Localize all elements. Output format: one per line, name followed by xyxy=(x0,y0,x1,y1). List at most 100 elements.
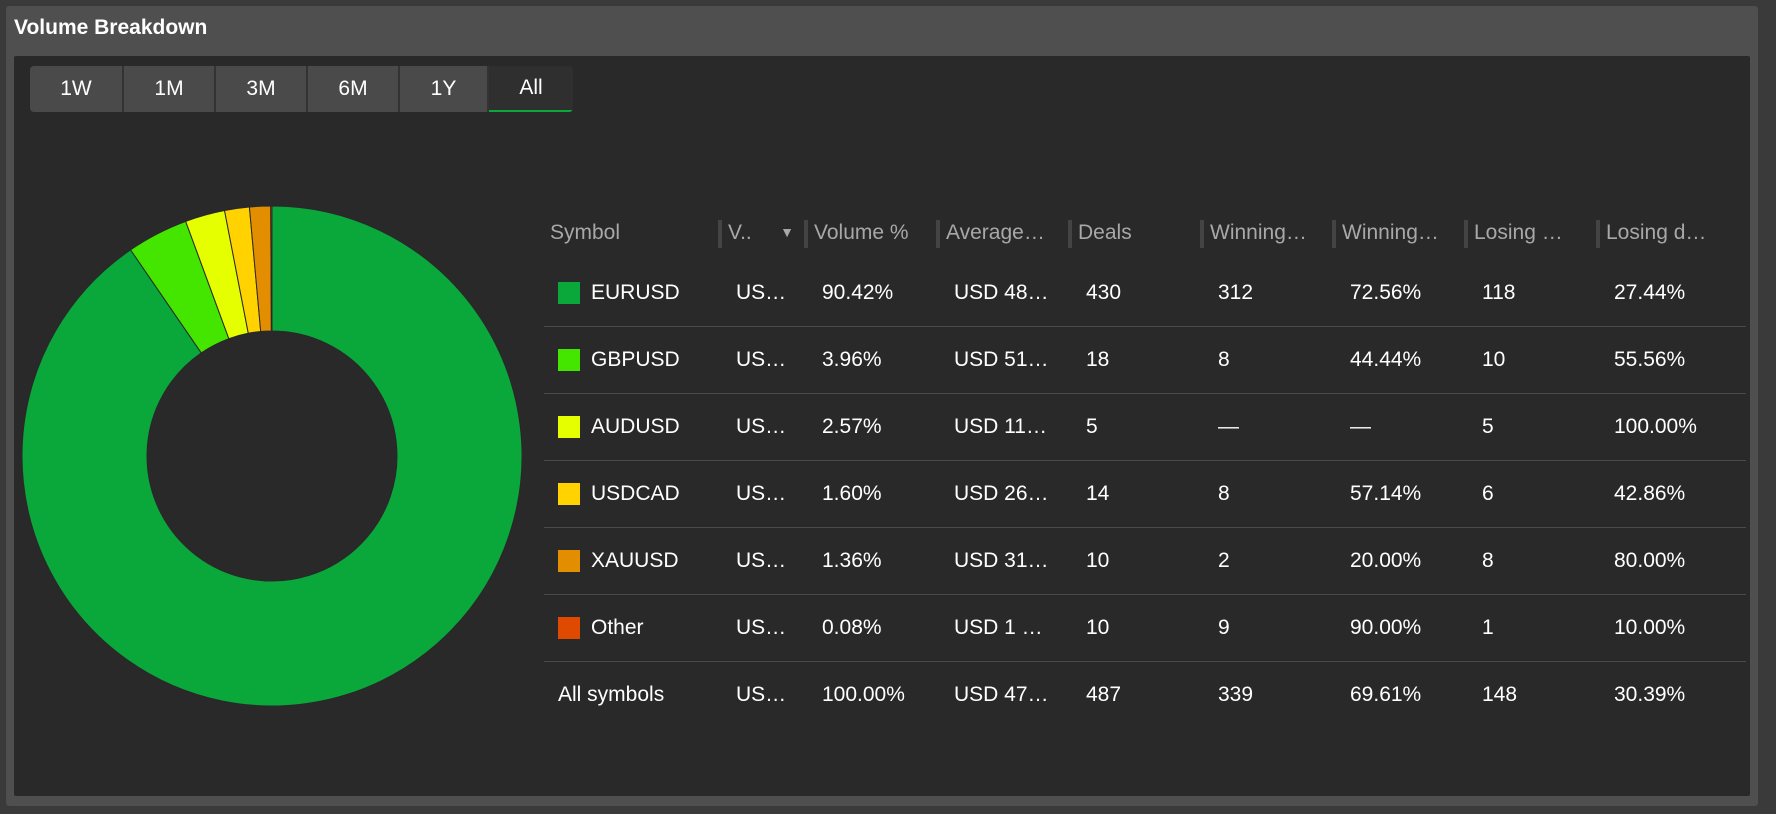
symbol-color-swatch xyxy=(558,416,580,438)
cell-losing: 10 xyxy=(1468,326,1600,394)
header-volume[interactable]: V.. ▼ xyxy=(718,206,808,260)
table-row[interactable]: GBPUSD US… 3.96% USD 51… 18 8 44.44% 10 55.56% xyxy=(544,326,1746,394)
header-symbol[interactable]: Symbol xyxy=(550,221,621,244)
tab-1y[interactable]: 1Y xyxy=(400,66,489,112)
cell-symbol: All symbols xyxy=(558,683,665,706)
cell-deals: 10 xyxy=(1072,527,1204,595)
cell-losing-pct: 42.86% xyxy=(1600,460,1746,528)
tab-3m[interactable]: 3M xyxy=(216,66,308,112)
cell-volume: US… xyxy=(736,683,787,706)
cell-winning: 8 xyxy=(1204,460,1336,528)
cell-average: USD 31… xyxy=(940,527,1072,595)
cell-volume-pct: 1.36% xyxy=(808,527,940,595)
cell-volume: US… xyxy=(722,594,808,662)
column-separator[interactable] xyxy=(1332,220,1336,248)
table-row[interactable]: USDCAD US… 1.60% USD 26… 14 8 57.14% 6 42.86% xyxy=(544,460,1746,528)
cell-deals: 5 xyxy=(1072,393,1204,461)
table-row[interactable]: Other US… 0.08% USD 1 … 10 9 90.00% 1 10.00% xyxy=(544,594,1746,662)
cell-average: USD 11… xyxy=(940,393,1072,461)
cell-losing-pct: 80.00% xyxy=(1600,527,1746,595)
cell-losing: 8 xyxy=(1468,527,1600,595)
cell-deals: 430 xyxy=(1072,260,1204,327)
header-losing-pct[interactable]: Losing d… xyxy=(1596,206,1746,260)
cell-symbol: XAUUSD xyxy=(544,527,722,595)
table-row[interactable]: AUDUSD US… 2.57% USD 11… 5— —5 100.00% xyxy=(544,393,1746,461)
cell-average: USD 48… xyxy=(940,260,1072,327)
tab-1w[interactable]: 1W xyxy=(30,66,124,112)
cell-average: USD 1 … xyxy=(940,594,1072,662)
cell-winning-pct: 90.00% xyxy=(1336,594,1468,662)
cell-winning: 2 xyxy=(1204,527,1336,595)
table-total-row[interactable]: All symbols US… 100.00% USD 47… 487 339 69.61%… xyxy=(544,662,1746,729)
table-row[interactable]: XAUUSD US… 1.36% USD 31… 10 2 20.00% 8 80.00% xyxy=(544,527,1746,595)
header-losing[interactable]: Losing … xyxy=(1464,206,1600,260)
cell-average: USD 26… xyxy=(940,460,1072,528)
cell-losing: 1 xyxy=(1468,594,1600,662)
column-separator[interactable] xyxy=(1596,220,1600,248)
donut-slice-other[interactable] xyxy=(270,206,273,332)
cell-average: USD 51… xyxy=(940,326,1072,394)
column-separator[interactable] xyxy=(936,220,940,248)
tab-1m[interactable]: 1M xyxy=(124,66,216,112)
tab-6m[interactable]: 6M xyxy=(308,66,400,112)
cell-deals: 18 xyxy=(1072,326,1204,394)
cell-symbol: USDCAD xyxy=(544,460,722,528)
cell-deals: 10 xyxy=(1072,594,1204,662)
symbol-color-swatch xyxy=(558,349,580,371)
cell-losing: 118 xyxy=(1468,260,1600,327)
column-separator[interactable] xyxy=(804,220,808,248)
column-separator[interactable] xyxy=(1068,220,1072,248)
header-winning-pct[interactable]: Winning… xyxy=(1332,206,1468,260)
cell-winning-pct: — xyxy=(1336,393,1468,461)
symbol-label: AUDUSD xyxy=(591,415,680,438)
volume-table: Symbol V.. ▼ Volume % Average… Deals Winn… xyxy=(544,206,1746,728)
tab-all[interactable]: All xyxy=(489,66,573,112)
cell-volume-pct: 0.08% xyxy=(808,594,940,662)
cell-winning: 312 xyxy=(1204,260,1336,327)
cell-symbol: EURUSD xyxy=(544,260,722,327)
window-title: Volume Breakdown xyxy=(14,16,208,39)
symbol-label: EURUSD xyxy=(591,281,680,304)
symbol-label: Other xyxy=(591,616,644,639)
cell-losing-pct: 30.39% xyxy=(1614,683,1686,706)
header-deals[interactable]: Deals xyxy=(1068,206,1204,260)
header-average[interactable]: Average… xyxy=(936,206,1072,260)
cell-symbol: GBPUSD xyxy=(544,326,722,394)
column-separator[interactable] xyxy=(1200,220,1204,248)
cell-volume: US… xyxy=(722,393,808,461)
cell-average: USD 47… xyxy=(954,683,1049,706)
cell-losing: 6 xyxy=(1468,460,1600,528)
cell-losing-pct: 55.56% xyxy=(1600,326,1746,394)
content-panel: 1W 1M 3M 6M 1Y All Symbol V.. ▼ Volume % … xyxy=(14,56,1750,796)
table-row[interactable]: EURUSD US… 90.42% USD 48… 430 312 72.56% 118 27.… xyxy=(544,260,1746,327)
symbol-color-swatch xyxy=(558,550,580,572)
cell-winning-pct: 57.14% xyxy=(1336,460,1468,528)
column-separator[interactable] xyxy=(1464,220,1468,248)
cell-volume: US… xyxy=(722,460,808,528)
table-header-row: Symbol V.. ▼ Volume % Average… Deals Winn… xyxy=(544,206,1746,260)
cell-volume-pct: 90.42% xyxy=(808,260,940,327)
header-volume-pct[interactable]: Volume % xyxy=(804,206,940,260)
header-winning[interactable]: Winning… xyxy=(1200,206,1336,260)
cell-winning: 9 xyxy=(1204,594,1336,662)
cell-losing: 148 xyxy=(1482,683,1518,706)
cell-winning-pct: 44.44% xyxy=(1336,326,1468,394)
cell-volume-pct: 2.57% xyxy=(808,393,940,461)
cell-volume-pct: 1.60% xyxy=(808,460,940,528)
sort-descending-icon: ▼ xyxy=(780,224,794,240)
cell-deals: 14 xyxy=(1072,460,1204,528)
column-separator[interactable] xyxy=(718,220,722,248)
cell-losing-pct: 27.44% xyxy=(1600,260,1746,327)
cell-winning: 339 xyxy=(1218,683,1254,706)
cell-losing-pct: 10.00% xyxy=(1600,594,1746,662)
cell-volume: US… xyxy=(722,326,808,394)
cell-winning: — xyxy=(1204,393,1336,461)
cell-volume: US… xyxy=(722,527,808,595)
cell-deals: 487 xyxy=(1086,683,1122,706)
cell-winning-pct: 72.56% xyxy=(1336,260,1468,327)
cell-winning-pct: 20.00% xyxy=(1336,527,1468,595)
period-tabs: 1W 1M 3M 6M 1Y All xyxy=(30,66,573,112)
cell-winning-pct: 69.61% xyxy=(1350,683,1422,706)
donut-slice-eurusd[interactable] xyxy=(22,206,522,706)
symbol-label: GBPUSD xyxy=(591,348,680,371)
